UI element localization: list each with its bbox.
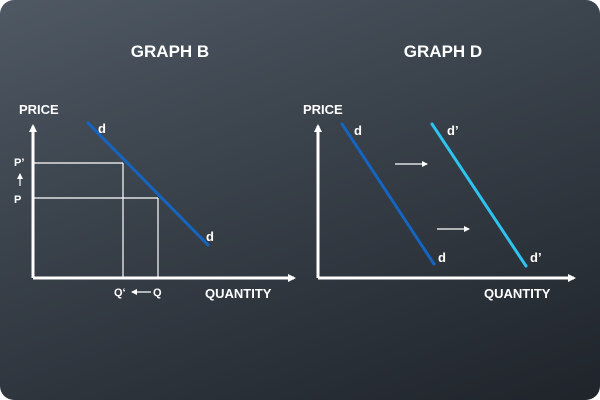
graph-b-price-new-label: P’ [14,157,24,169]
graph-b-demand-curve [86,121,210,247]
graph-d-x-axis-label: QUANTITY [484,286,551,301]
graph-b-curve-label-bottom: d [206,229,214,244]
graph-b-qty-new-label: Q‘ [114,287,126,299]
graph-d-demand-curve-shifted [430,122,528,268]
graph-b-qty-old-label: Q [153,287,162,299]
graph-b: GRAPH B PRICE QUANTITY d d P’ P Q‘ Q [14,42,296,301]
graph-b-price-old-label: P [14,194,21,206]
graph-d-curve2-label-top: d’ [447,123,459,138]
graph-d-curve2-label-bottom: d’ [530,250,542,265]
graph-b-x-axis-label: QUANTITY [205,286,272,301]
graph-b-curve-label-top: d [98,121,106,136]
graph-d: GRAPH D PRICE QUANTITY d d d’ d’ [303,42,576,301]
graph-d-y-axis-label: PRICE [303,102,343,117]
graph-d-curve1-label-bottom: d [438,250,446,265]
graph-d-title: GRAPH D [404,42,482,61]
graph-b-title: GRAPH B [131,42,209,61]
graph-d-curve1-label-top: d [354,123,362,138]
graph-d-demand-curve-original [340,122,436,266]
graph-b-y-axis-label: PRICE [19,102,59,117]
